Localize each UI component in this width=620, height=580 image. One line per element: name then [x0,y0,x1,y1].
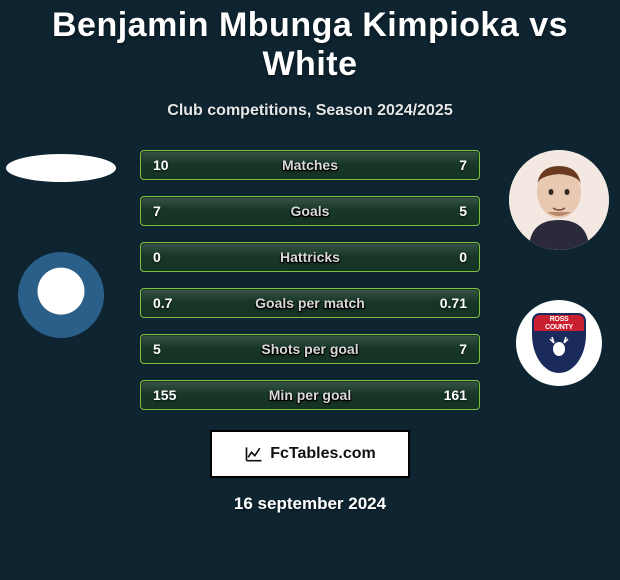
stat-right-value: 0 [459,249,467,265]
stag-icon [544,331,574,361]
stat-row-goals: 7 Goals 5 [140,196,480,226]
stat-row-min-per-goal: 155 Min per goal 161 [140,380,480,410]
player-avatar-left [6,154,116,182]
watermark-text: FcTables.com [270,445,376,463]
player-face-icon [509,150,609,250]
right-column: ROSSCOUNTY [504,150,614,386]
club-badge-left [18,252,104,338]
stat-right-value: 7 [459,341,467,357]
stat-label: Min per goal [141,387,479,403]
stat-right-value: 5 [459,203,467,219]
badge-band: ROSSCOUNTY [534,315,584,331]
stat-row-hattricks: 0 Hattricks 0 [140,242,480,272]
player-avatar-right [509,150,609,250]
date-label: 16 september 2024 [0,494,620,514]
stat-label: Matches [141,157,479,173]
stat-label: Hattricks [141,249,479,265]
comparison-content: ROSSCOUNTY 10 Matches 7 7 Goals 5 0 Hatt… [0,150,620,514]
club-badge-right: ROSSCOUNTY [516,300,602,386]
stat-row-matches: 10 Matches 7 [140,150,480,180]
page-title: Benjamin Mbunga Kimpioka vs White [0,0,620,84]
subtitle: Club competitions, Season 2024/2025 [0,102,620,120]
stat-row-goals-per-match: 0.7 Goals per match 0.71 [140,288,480,318]
watermark[interactable]: FcTables.com [210,430,410,478]
stat-label: Goals [141,203,479,219]
chart-icon [244,444,264,464]
left-column [6,150,116,338]
stat-label: Goals per match [141,295,479,311]
stat-right-value: 7 [459,157,467,173]
shield-icon: ROSSCOUNTY [532,313,586,373]
stat-label: Shots per goal [141,341,479,357]
stat-right-value: 161 [444,387,467,403]
stat-right-value: 0.71 [440,295,467,311]
stat-row-shots-per-goal: 5 Shots per goal 7 [140,334,480,364]
stats-table: 10 Matches 7 7 Goals 5 0 Hattricks 0 0.7… [140,150,480,410]
